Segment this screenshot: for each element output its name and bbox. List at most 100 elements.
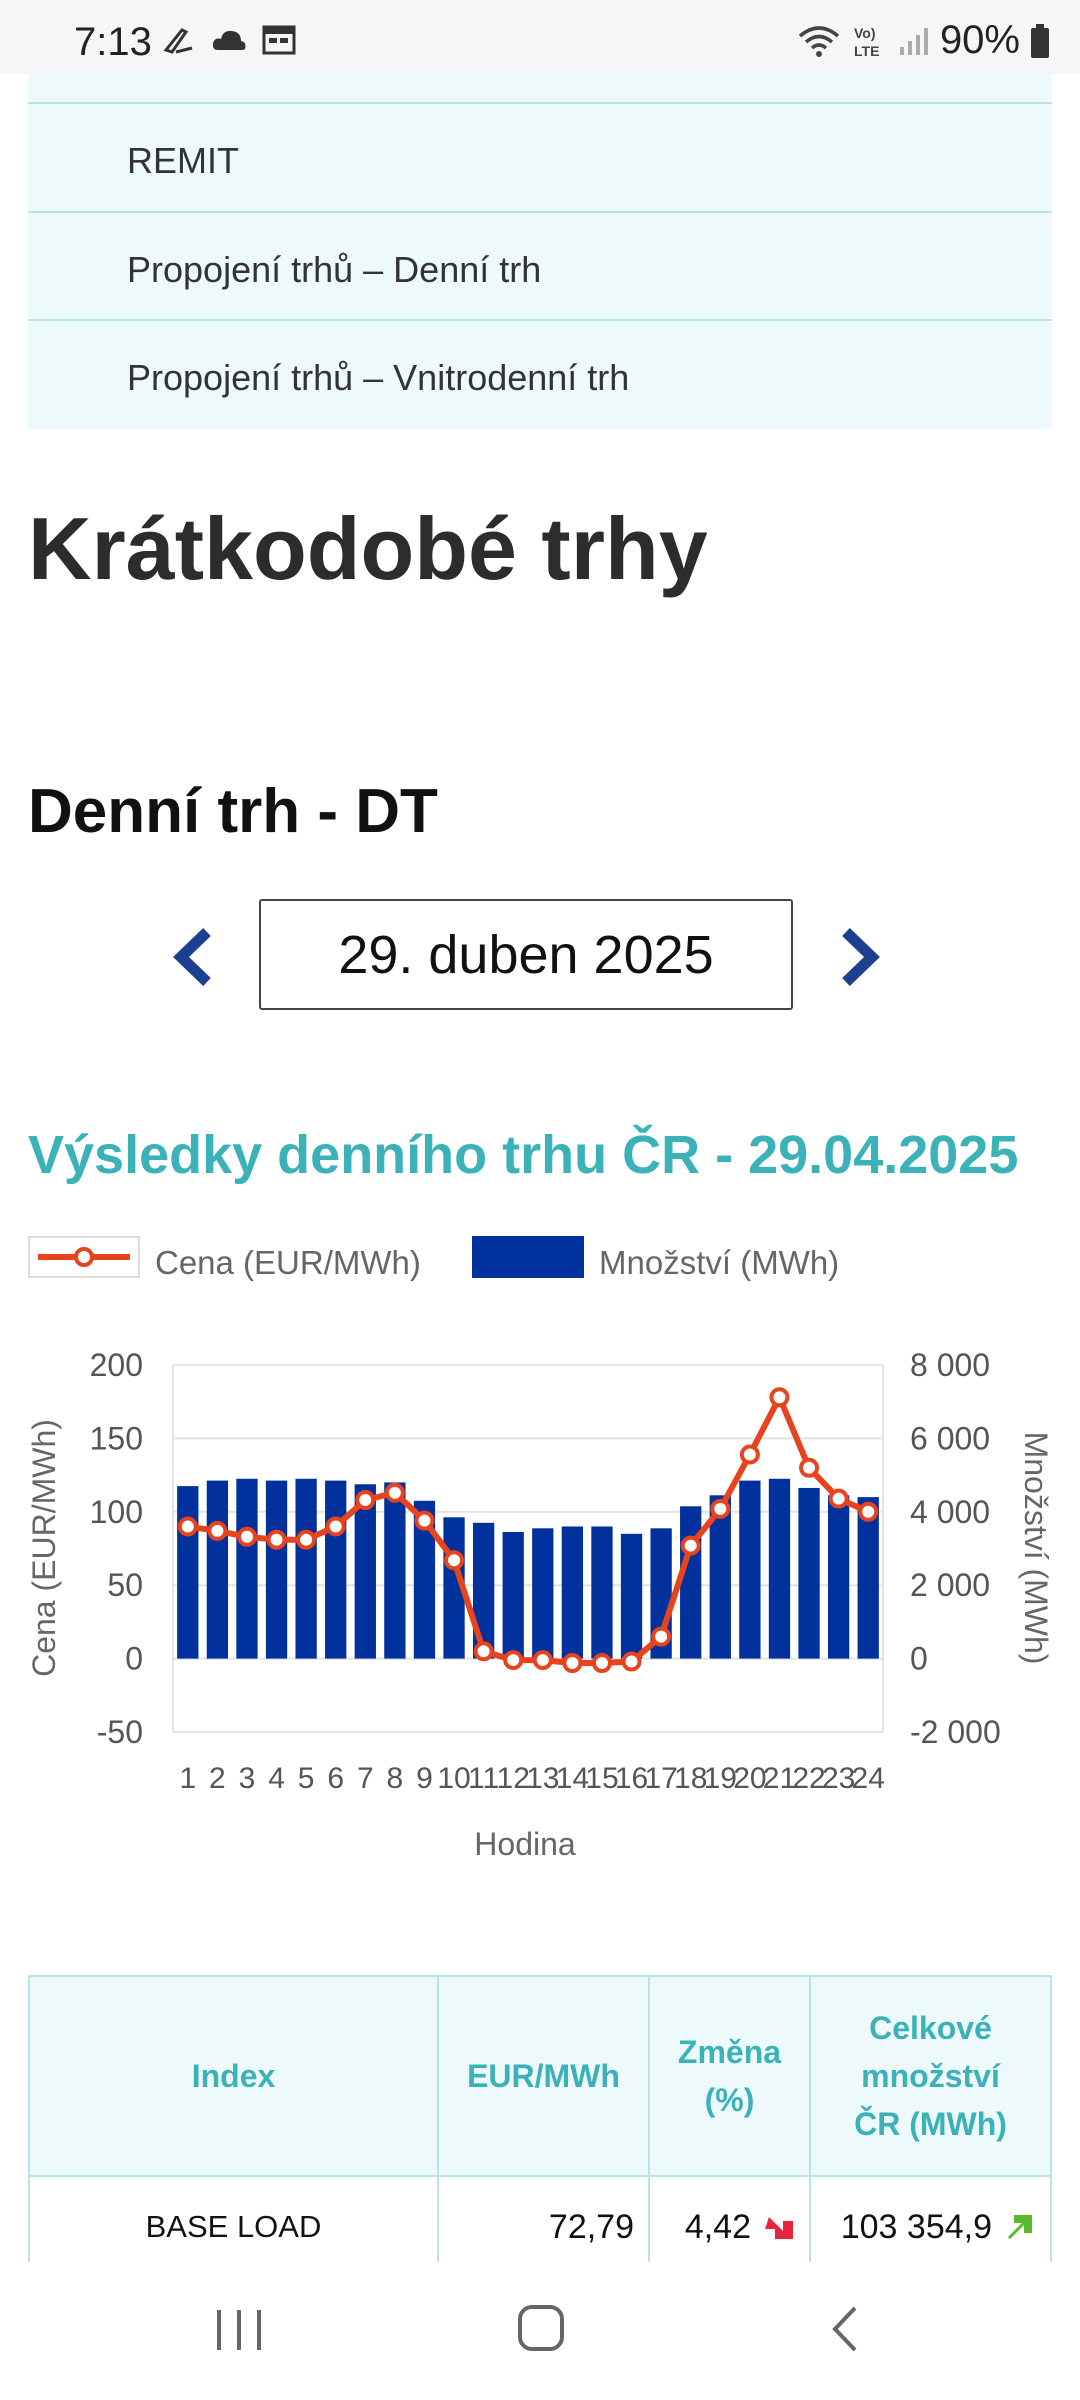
- price-point: [591, 1653, 612, 1674]
- menu-item-remit[interactable]: REMIT: [28, 102, 1052, 210]
- x-tick-label: 11: [468, 1762, 499, 1795]
- x-tick-label: 17: [644, 1762, 677, 1795]
- quantity-bar: [857, 1497, 879, 1659]
- chart-title: Výsledky denního trhu ČR - 29.04.2025: [28, 1125, 1019, 1185]
- price-point: [473, 1641, 494, 1662]
- table-header-total: Celkové množství ČR (MWh): [809, 1975, 1052, 2177]
- price-point: [236, 1526, 257, 1547]
- previous-date-button[interactable]: [163, 922, 223, 992]
- x-tick-label: 9: [416, 1762, 433, 1795]
- notification-app-icon: [163, 28, 193, 54]
- right-tick-label: 8 000: [910, 1347, 990, 1383]
- x-tick-label: 21: [763, 1762, 796, 1795]
- price-point: [739, 1444, 760, 1465]
- price-point: [503, 1650, 524, 1671]
- table-row-total: 103 354,9: [809, 2177, 1052, 2277]
- x-tick-label: 13: [526, 1762, 559, 1795]
- left-tick-label: 200: [90, 1347, 143, 1383]
- quantity-bar: [354, 1484, 376, 1659]
- table-header-price: EUR/MWh: [437, 1975, 650, 2177]
- price-point: [266, 1529, 287, 1550]
- header-label: Změna (%): [677, 2034, 782, 2118]
- legend-quantity-label[interactable]: Množství (MWh): [599, 1244, 840, 1281]
- legend-price-swatch[interactable]: [28, 1236, 140, 1278]
- recent-apps-icon[interactable]: [213, 2306, 265, 2354]
- left-tick-label: 50: [107, 1567, 143, 1603]
- quantity-bar: [325, 1480, 347, 1659]
- day-ahead-chart: 200 150 100 50 0 -50 8 000 6 000 4 000 2 000 0 -2 …: [26, 1347, 1054, 1862]
- menu-item-market-coupling-day-ahead[interactable]: Propojení trhů – Denní trh: [28, 211, 1052, 319]
- next-date-button[interactable]: [830, 922, 890, 992]
- x-axis-label: Hodina: [474, 1826, 576, 1862]
- legend-quantity-swatch[interactable]: [472, 1236, 584, 1278]
- quantity-bar: [177, 1486, 199, 1659]
- right-axis-label: Množství (MWh): [1018, 1432, 1054, 1665]
- x-tick-label: 6: [327, 1762, 344, 1795]
- quantity-bar: [265, 1480, 288, 1659]
- left-axis-ticks: 200 150 100 50 0 -50: [90, 1347, 143, 1750]
- menu-item-label: Propojení trhů – Vnitrodenní trh: [127, 357, 630, 398]
- quantity-bar: [620, 1533, 643, 1659]
- quantity-bar: [532, 1528, 554, 1659]
- price-point: [532, 1650, 553, 1671]
- home-icon[interactable]: [515, 2302, 567, 2354]
- row-index-value: BASE LOAD: [145, 2209, 322, 2244]
- price-point: [414, 1510, 435, 1531]
- menu-item-market-coupling-intraday[interactable]: Propojení trhů – Vnitrodenní trh: [28, 319, 1052, 427]
- quantity-bar: [591, 1526, 613, 1659]
- volte-text-bottom: LTE: [854, 43, 879, 59]
- right-axis-ticks: 8 000 6 000 4 000 2 000 0 -2 000: [910, 1347, 1001, 1750]
- right-tick-label: 4 000: [910, 1494, 990, 1530]
- price-point: [384, 1482, 405, 1503]
- x-tick-label: 24: [852, 1762, 885, 1795]
- price-point: [355, 1490, 376, 1511]
- legend-price-label[interactable]: Cena (EUR/MWh): [155, 1244, 421, 1281]
- price-point: [769, 1387, 790, 1408]
- back-icon[interactable]: [825, 2304, 865, 2354]
- left-tick-label: -50: [97, 1714, 143, 1750]
- x-tick-label: 15: [585, 1762, 618, 1795]
- quantity-bar: [709, 1495, 731, 1659]
- price-point: [710, 1498, 731, 1519]
- x-tick-label: 3: [239, 1762, 256, 1795]
- price-point: [325, 1516, 346, 1537]
- price-point: [799, 1457, 820, 1478]
- status-bar: 7:13 Vo) LTE 90%: [0, 0, 1080, 74]
- quantity-bar: [413, 1500, 436, 1659]
- price-point: [296, 1529, 317, 1550]
- left-tick-label: 150: [90, 1420, 143, 1456]
- wifi-icon: [798, 25, 840, 57]
- header-label: Celkové množství ČR (MWh): [854, 2010, 1007, 2142]
- system-navigation-bar: [0, 2262, 1080, 2400]
- quantity-bar: [798, 1487, 820, 1659]
- price-point: [207, 1520, 228, 1541]
- results-table: Index EUR/MWh Změna (%) Celkové množství…: [28, 1975, 1052, 2277]
- x-tick-label: 12: [497, 1762, 530, 1795]
- right-tick-label: 6 000: [910, 1420, 990, 1456]
- price-point: [444, 1550, 465, 1571]
- quantity-bar: [561, 1526, 584, 1659]
- calendar-icon: [262, 25, 296, 55]
- quantity-bars: [177, 1478, 879, 1659]
- quantity-bar: [827, 1495, 850, 1659]
- battery-icon: [1031, 23, 1049, 58]
- date-field[interactable]: 29. duben 2025: [259, 899, 793, 1010]
- x-tick-label: 18: [674, 1762, 707, 1795]
- volte-text-top: Vo): [854, 25, 876, 41]
- price-points: [177, 1387, 879, 1674]
- quantity-bar: [768, 1478, 791, 1659]
- row-change-value: 4,42: [684, 2207, 751, 2246]
- x-tick-label: 22: [792, 1762, 825, 1795]
- signal-icon: [899, 27, 928, 55]
- quantity-bar: [384, 1482, 406, 1659]
- x-tick-label: 2: [209, 1762, 226, 1795]
- status-time: 7:13: [74, 20, 152, 64]
- row-total-value: 103 354,9: [840, 2207, 992, 2246]
- right-tick-label: -2 000: [910, 1714, 1001, 1750]
- legend-line-icon: [38, 1247, 130, 1267]
- menu-item-label: REMIT: [127, 140, 239, 181]
- header-label: Index: [191, 2058, 276, 2094]
- header-label: EUR/MWh: [467, 2058, 620, 2094]
- right-tick-label: 2 000: [910, 1567, 990, 1603]
